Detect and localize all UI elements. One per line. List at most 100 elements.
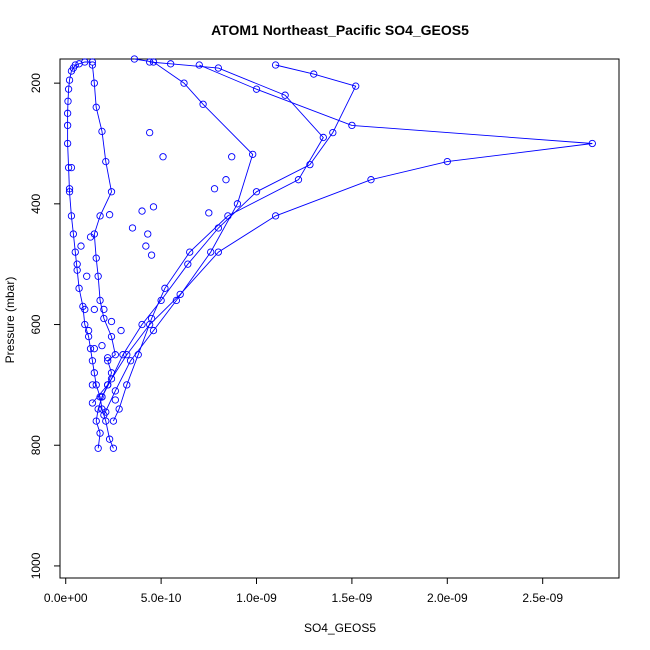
data-point — [84, 326, 93, 335]
data-point — [111, 396, 119, 404]
data-point — [71, 61, 79, 69]
data-point — [92, 254, 100, 262]
y-tick-label: 1000 — [29, 552, 43, 579]
data-point — [100, 314, 108, 323]
data-point — [64, 97, 72, 105]
data-point — [222, 176, 230, 184]
data-point — [88, 61, 97, 69]
chart-title: ATOM1 Northeast_Pacific SO4_GEOS5 — [211, 22, 469, 38]
data-point — [107, 317, 116, 326]
data-point — [138, 320, 146, 329]
data-point — [180, 79, 188, 87]
data-point — [83, 272, 91, 280]
data-point — [186, 248, 194, 256]
data-point — [306, 160, 314, 169]
data-point — [138, 207, 146, 215]
data-point — [205, 209, 213, 217]
data-point — [98, 127, 106, 136]
data-point — [69, 230, 78, 238]
data-point — [94, 272, 102, 280]
data-point — [115, 405, 123, 413]
data-point — [172, 296, 181, 305]
data-point — [94, 444, 102, 452]
data-point — [88, 399, 97, 407]
data-point — [130, 55, 139, 63]
data-point — [329, 128, 337, 137]
data-point — [81, 58, 89, 66]
y-axis-label: Pressure (mbar) — [3, 277, 17, 364]
data-point — [109, 444, 118, 452]
data-point — [88, 357, 97, 365]
plot-frame — [59, 58, 620, 579]
data-point — [63, 121, 72, 130]
data-point — [161, 284, 169, 292]
data-point — [149, 58, 158, 66]
series-line-5 — [92, 64, 593, 404]
data-point — [64, 85, 73, 93]
data-point — [73, 260, 81, 268]
data-point — [233, 200, 242, 208]
data-point — [294, 176, 303, 184]
data-point — [214, 248, 223, 256]
data-point — [92, 417, 100, 425]
data-point — [86, 233, 95, 241]
data-point — [81, 305, 89, 314]
data-point — [96, 296, 104, 305]
data-point — [107, 188, 116, 196]
data-point — [588, 139, 596, 148]
data-point — [88, 381, 97, 389]
data-point — [210, 185, 219, 193]
data-point — [111, 351, 119, 359]
x-tick-label: 1.5e-09 — [332, 591, 373, 605]
data-point — [104, 354, 112, 362]
data-point — [228, 153, 236, 161]
data-point — [271, 61, 280, 69]
data-point — [107, 332, 116, 341]
y-tick-label: 400 — [29, 194, 43, 214]
data-point — [63, 139, 72, 148]
data-point — [146, 128, 154, 137]
data-point — [90, 369, 98, 377]
data-point — [88, 58, 97, 66]
data-point — [184, 260, 192, 268]
data-point — [147, 251, 156, 259]
series-line-3 — [112, 61, 324, 422]
data-point — [157, 296, 165, 305]
data-point — [142, 242, 150, 250]
series-line-4 — [101, 64, 357, 398]
data-point — [67, 212, 76, 220]
data-point — [117, 326, 125, 335]
x-axis-label: SO4_GEOS5 — [304, 621, 376, 635]
data-point — [146, 58, 154, 66]
data-point — [102, 408, 110, 416]
x-tick-label: 5.0e-10 — [141, 591, 182, 605]
data-point — [319, 133, 327, 142]
data-point — [214, 224, 223, 232]
data-point — [214, 64, 223, 72]
data-point — [310, 70, 318, 78]
data-point — [65, 188, 74, 196]
data-point — [65, 76, 74, 84]
data-point — [443, 157, 451, 166]
data-point — [195, 61, 203, 69]
x-tick-label: 2.5e-09 — [522, 591, 563, 605]
data-point — [146, 320, 154, 329]
y-tick-label: 200 — [29, 73, 43, 93]
data-point — [90, 345, 98, 353]
data-point — [119, 351, 127, 359]
data-point — [167, 60, 175, 68]
data-point — [104, 357, 112, 365]
data-point — [105, 211, 114, 219]
data-point — [63, 109, 72, 117]
data-point — [65, 185, 74, 193]
data-point — [271, 212, 280, 220]
data-point — [98, 393, 106, 401]
data-point — [367, 176, 375, 184]
data-point — [104, 381, 112, 389]
x-tick-label: 2.0e-09 — [427, 591, 468, 605]
data-point — [107, 375, 116, 383]
data-point — [352, 82, 360, 90]
data-point — [86, 345, 95, 353]
data-point — [249, 150, 257, 159]
